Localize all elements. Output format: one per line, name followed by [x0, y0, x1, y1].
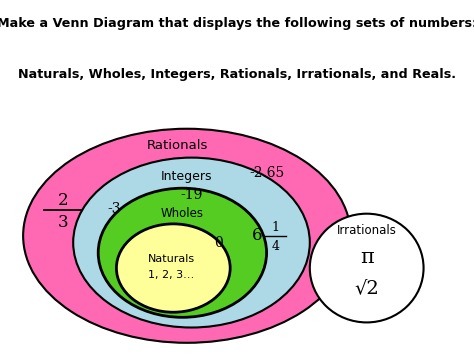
Text: 1: 1 — [272, 221, 280, 234]
Text: Rationals: Rationals — [147, 139, 209, 152]
Text: 4: 4 — [272, 240, 280, 253]
Ellipse shape — [98, 188, 266, 317]
Ellipse shape — [73, 158, 310, 328]
Text: Integers: Integers — [161, 170, 213, 183]
Text: Naturals, Wholes, Integers, Rationals, Irrationals, and Reals.: Naturals, Wholes, Integers, Rationals, I… — [18, 68, 456, 81]
Ellipse shape — [23, 129, 351, 343]
Text: -2.65: -2.65 — [249, 166, 284, 180]
Text: Reals: Reals — [341, 118, 433, 150]
Ellipse shape — [117, 224, 230, 312]
Text: Irrationals: Irrationals — [337, 224, 397, 237]
Text: -3: -3 — [108, 202, 121, 215]
Text: 6: 6 — [252, 227, 262, 244]
Text: -19: -19 — [180, 188, 203, 202]
Text: Naturals: Naturals — [147, 254, 195, 264]
Text: √2: √2 — [354, 279, 379, 297]
Text: 0: 0 — [214, 236, 223, 250]
Text: Make a Venn Diagram that displays the following sets of numbers:: Make a Venn Diagram that displays the fo… — [0, 17, 474, 30]
Text: 1, 2, 3…: 1, 2, 3… — [148, 270, 194, 280]
Ellipse shape — [310, 214, 424, 322]
Text: π: π — [360, 248, 374, 267]
Text: 2: 2 — [58, 192, 68, 209]
Text: 3: 3 — [58, 214, 68, 231]
Text: Wholes: Wholes — [161, 207, 204, 220]
